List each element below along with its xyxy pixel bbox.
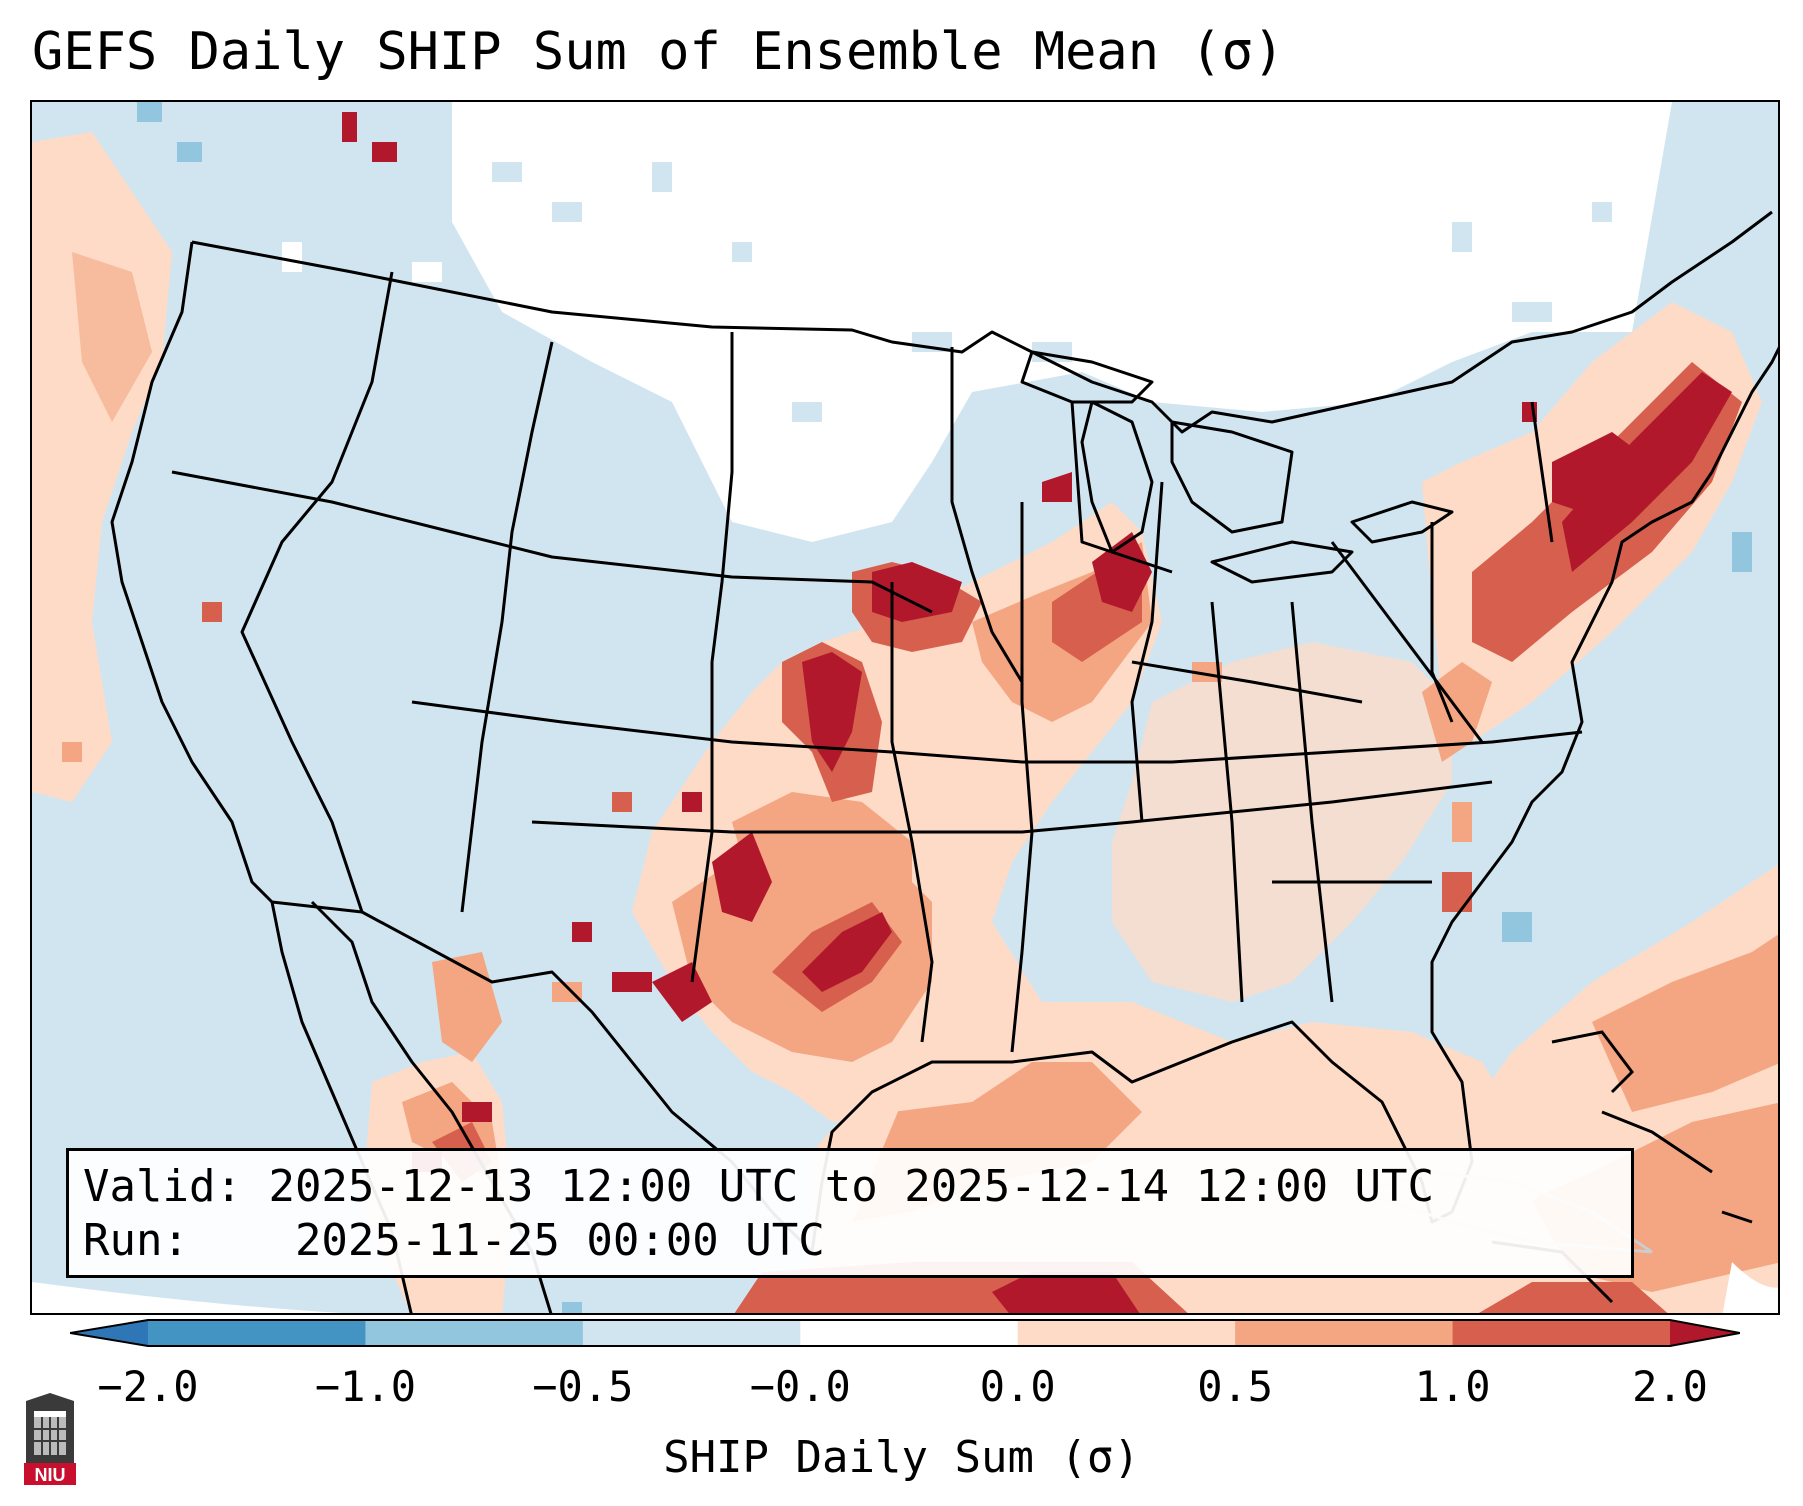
colorbar-tick-label: 1.0	[1414, 1362, 1491, 1411]
colorbar-bin	[800, 1320, 1019, 1346]
colorbar-tick-label: 0.0	[979, 1362, 1056, 1411]
run-label: Run:	[83, 1215, 189, 1266]
colorbar-tick-label: 2.0	[1632, 1362, 1708, 1411]
projection-edge-right	[1722, 1262, 1778, 1313]
colorbar-bin	[365, 1320, 584, 1346]
info-box: Valid: 2025-12-13 12:00 UTC to 2025-12-1…	[66, 1148, 1634, 1278]
run-value: 2025-11-25 00:00 UTC	[294, 1215, 825, 1266]
valid-label: Valid:	[83, 1161, 242, 1212]
colorbar-bin	[1452, 1320, 1671, 1346]
colorbar-bin	[1235, 1320, 1454, 1346]
colorbar-bin	[582, 1320, 801, 1346]
central-positive-region	[552, 472, 1162, 1122]
logo-text: NIU	[35, 1465, 66, 1485]
colorbar-label: SHIP Daily Sum (σ)	[663, 1432, 1140, 1483]
colorbar-tick-label: −2.0	[97, 1362, 199, 1411]
pacific-positive-region	[32, 102, 222, 802]
scattered-pixels	[342, 112, 397, 162]
boundary-lines	[110, 210, 1778, 1313]
valid-line: Valid: 2025-12-13 12:00 UTC to 2025-12-1…	[83, 1161, 1434, 1212]
colorbar	[70, 1319, 1740, 1347]
colorbar-tick-label: −0.5	[532, 1362, 634, 1411]
map-svg	[32, 102, 1778, 1313]
light-negative-pixels	[492, 162, 1612, 422]
niu-logo-icon: NIU	[24, 1393, 76, 1485]
colorbar-bin	[1017, 1320, 1236, 1346]
map-panel	[30, 100, 1780, 1315]
projection-edge	[32, 1282, 343, 1313]
valid-value: 2025-12-13 12:00 UTC to 2025-12-14 12:00…	[268, 1161, 1435, 1212]
colorbar-tick-label: −1.0	[314, 1362, 416, 1411]
colorbar-bin	[148, 1320, 366, 1346]
northeast-positive-region	[1422, 302, 1762, 742]
colorbar-tick-label: 0.5	[1197, 1362, 1274, 1411]
chart-title: GEFS Daily SHIP Sum of Ensemble Mean (σ)	[32, 22, 1285, 82]
colorbar-tick-label: −0.0	[749, 1362, 851, 1411]
colorbar-under-extension	[70, 1320, 148, 1346]
colorbar-over-extension	[1670, 1320, 1740, 1346]
run-line: Run: 2025-11-25 00:00 UTC	[83, 1215, 825, 1266]
neutral-anomaly-region	[282, 102, 1672, 542]
